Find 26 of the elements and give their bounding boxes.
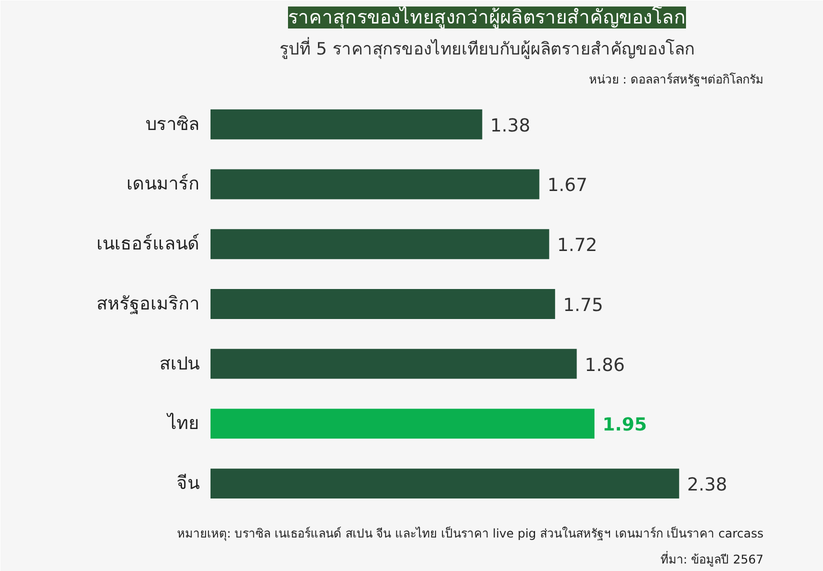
annotation: หน่วย : ดอลลาร์สหรัฐฯต่อกิโลกรัม	[588, 72, 764, 86]
text: ที่มา: ข้อมูลปี 2567	[660, 550, 764, 568]
y-tick-label: สเปน	[160, 353, 200, 374]
data-label: 2.38	[687, 474, 728, 496]
y-tick-label: บราซิล	[146, 114, 200, 135]
y-tick-label: เนเธอร์แลนด์	[96, 234, 200, 255]
bar	[210, 229, 550, 260]
y-tick-label: ไทย	[166, 412, 200, 434]
bar	[210, 289, 556, 319]
data-label: 1.75	[563, 294, 604, 316]
bar	[210, 348, 577, 379]
chart-title: ราคาสุกรของไทยสูงกว่าผู้ผลิตรายสำคัญของโลก	[288, 6, 686, 30]
data-label: 1.86	[584, 354, 625, 376]
data-label: 1.67	[547, 175, 588, 196]
data-label: 1.38	[490, 115, 530, 136]
chart-subtitle: รูปที่ 5 ราคาสุกรของไทยเทียบกับผู้ผลิตรายสำคัญของโลก	[280, 36, 694, 60]
y-tick-label: สหรัฐอเมริกา	[96, 293, 200, 314]
bar	[210, 109, 482, 140]
bar	[210, 169, 540, 200]
data-label: 1.95	[602, 414, 647, 436]
y-tick-label: จีน	[176, 473, 200, 494]
data-label: 1.72	[557, 235, 598, 256]
text: หมายเหตุ: บราซิล เนเธอร์แลนด์ สเปน จีน และไทย เป็นราคา live pig ส่วนในสหรัฐฯ เดนมาร์ก เป็นราคา carcass	[176, 526, 764, 542]
y-tick-label: เดนมาร์ก	[126, 174, 200, 195]
bar	[210, 408, 594, 439]
bar	[210, 468, 680, 499]
